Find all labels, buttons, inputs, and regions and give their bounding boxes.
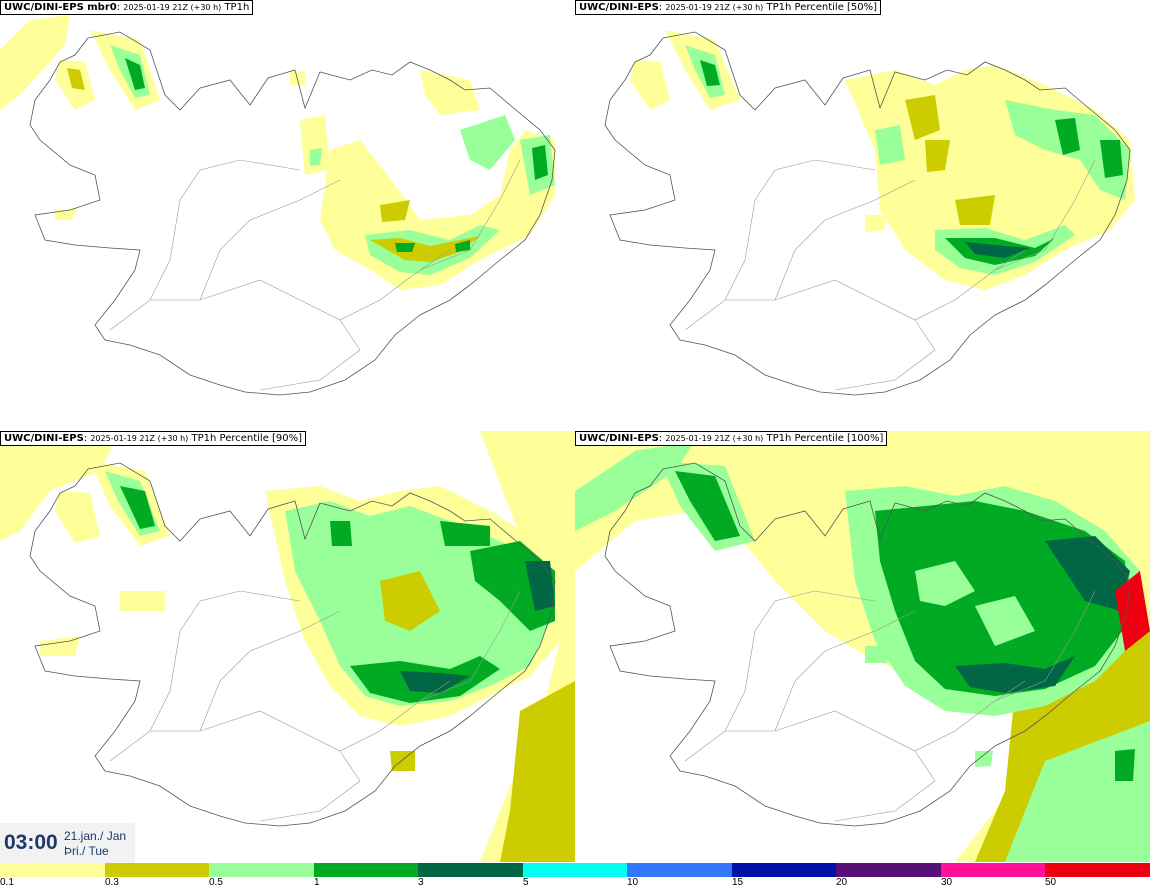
legend-tick-label: 50 (1045, 877, 1057, 888)
map-panel-p50: UWC/DINI-EPS: 2025-01-19 21Z (+30 h) TP1… (575, 0, 1150, 431)
legend-tick-label: 0.5 (209, 877, 223, 888)
panel-title: UWC/DINI-EPS: 2025-01-19 21Z (+30 h) TP1… (575, 0, 882, 15)
valid-date: 21.jan./ Jan Þri./ Tue (64, 829, 126, 859)
map-panel-mbr0: UWC/DINI-EPS mbr0: 2025-01-19 21Z (+30 h… (0, 0, 575, 431)
panel-title: UWC/DINI-EPS: 2025-01-19 21Z (+30 h) TP1… (0, 431, 307, 446)
legend-tick-label: 0.3 (105, 877, 119, 888)
legend-swatch (104, 863, 210, 877)
legend-swatch (522, 863, 628, 877)
legend-ticks: 0.1 0.3 0.5 1 3 5 10 15 20 30 50 (0, 877, 1150, 891)
legend-swatch (627, 863, 732, 877)
date-line-1: 21.jan./ Jan (64, 829, 127, 843)
map-canvas (604, 30, 1135, 396)
map-canvas (0, 431, 575, 862)
legend-tick-label: 0.1 (0, 877, 14, 888)
panel-title: UWC/DINI-EPS: 2025-01-19 21Z (+30 h) TP1… (575, 431, 888, 446)
precip-field (0, 431, 575, 862)
precip-field (0, 15, 555, 290)
panel-title: UWC/DINI-EPS mbr0: 2025-01-19 21Z (+30 h… (0, 0, 254, 15)
map-panel-p90: UWC/DINI-EPS: 2025-01-19 21Z (+30 h) TP1… (0, 431, 575, 862)
legend-swatch (313, 863, 419, 877)
map-canvas (575, 431, 1150, 862)
legend-swatch (836, 863, 941, 877)
legend-swatch (209, 863, 314, 877)
legend-tick-label: 3 (418, 877, 424, 888)
legend-swatch (1045, 863, 1150, 877)
legend-swatch (940, 863, 1046, 877)
legend-tick-label: 15 (732, 877, 744, 888)
valid-time: 03:00 (4, 831, 58, 854)
legend-tick-label: 20 (836, 877, 848, 888)
date-line-2: Þri./ Tue (64, 844, 109, 858)
legend-tick-label: 30 (941, 877, 953, 888)
legend-swatch (418, 863, 523, 877)
precip-field (575, 431, 1150, 862)
legend-swatch (731, 863, 837, 877)
legend-tick-label: 5 (523, 877, 529, 888)
map-panel-p100: UWC/DINI-EPS: 2025-01-19 21Z (+30 h) TP1… (575, 431, 1150, 862)
legend-colorbar (0, 863, 1150, 877)
map-canvas (0, 15, 556, 396)
valid-time-box: 03:00 21.jan./ Jan Þri./ Tue (0, 823, 135, 863)
legend-tick-label: 10 (627, 877, 639, 888)
legend-swatch (0, 863, 105, 877)
legend-tick-label: 1 (314, 877, 320, 888)
precip-field (630, 30, 1135, 290)
